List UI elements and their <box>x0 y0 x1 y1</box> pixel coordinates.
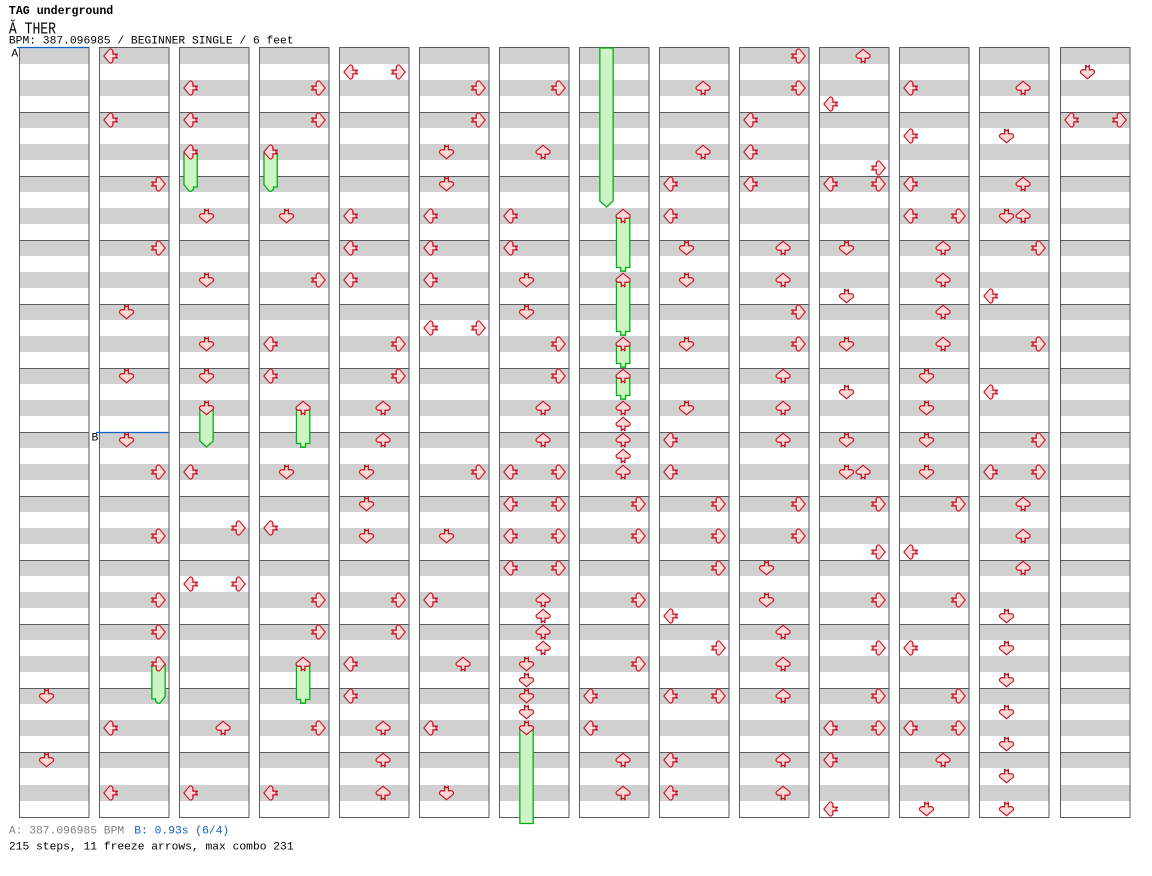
svg-text:A: 387.096985 BPM: A: 387.096985 BPM <box>9 826 124 838</box>
svg-text:B: B <box>92 433 99 445</box>
svg-text:BPM: 387.096985 / BEGINNER SIN: BPM: 387.096985 / BEGINNER SINGLE / 6 fe… <box>9 35 294 47</box>
svg-text:215 steps, 11 freeze arrows, m: 215 steps, 11 freeze arrows, max combo 2… <box>9 842 294 854</box>
svg-text:TAG underground: TAG underground <box>9 5 113 18</box>
svg-text:B: 0.93s (6/4): B: 0.93s (6/4) <box>134 826 229 838</box>
svg-text:Ă THER: Ă THER <box>9 19 56 39</box>
svg-text:A: A <box>11 49 18 61</box>
